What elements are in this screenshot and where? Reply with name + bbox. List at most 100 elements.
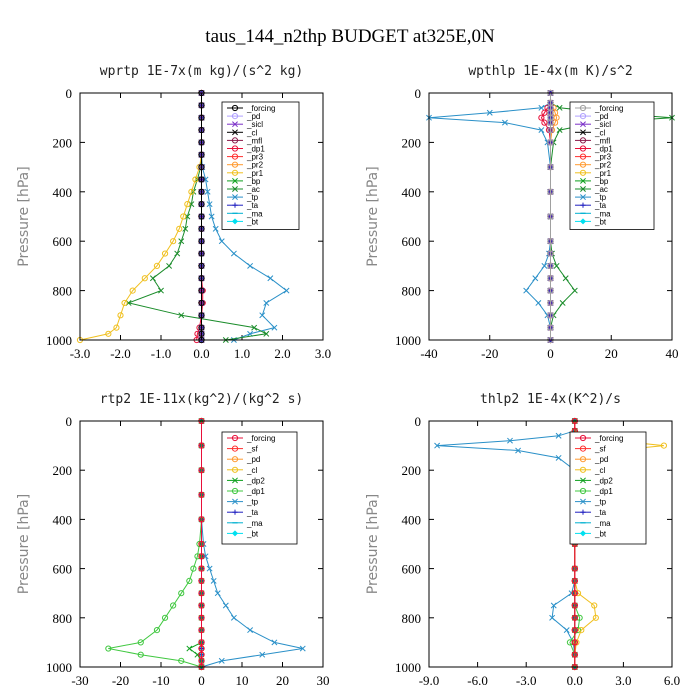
legend-label: _sicl — [594, 120, 611, 129]
legend-marker — [231, 456, 239, 463]
data-point-dp1 — [190, 565, 197, 572]
data-point-cl — [578, 627, 585, 634]
legend-label: _tp — [246, 193, 259, 202]
data-point-forcing — [547, 164, 554, 171]
data-point-tp — [541, 262, 548, 269]
y-tick-label: 200 — [53, 463, 73, 478]
x-tick-label: 2.0 — [274, 346, 290, 361]
data-point-forcing — [571, 590, 578, 597]
data-point-forcing — [198, 126, 205, 134]
data-point-forcing — [198, 614, 205, 621]
data-point-tp — [532, 275, 539, 282]
data-point-forcing — [198, 639, 205, 646]
x-tick-label: 20 — [276, 673, 289, 688]
data-point-pr1 — [184, 201, 191, 208]
legend-marker — [580, 509, 586, 515]
legend-marker — [579, 434, 587, 442]
data-point-ac — [174, 250, 181, 257]
x-tick-label: -3.0 — [70, 346, 91, 361]
data-point-tp — [230, 250, 237, 257]
data-point-forcing — [547, 238, 554, 245]
legend-marker — [231, 218, 239, 225]
x-tick-label: -6.0 — [467, 673, 488, 688]
legend-marker — [231, 487, 239, 495]
legend: _forcing _sf_pd _cl_dp2 _dp1 _tp_ta _ma_bt — [569, 431, 647, 545]
data-point-tp — [538, 104, 545, 111]
data-point-dp1 — [541, 119, 548, 126]
data-point-tp — [230, 614, 237, 621]
legend-label: _ta — [594, 201, 607, 210]
series-line-dp1 — [108, 421, 202, 668]
legend-label: _dp2 — [594, 476, 613, 485]
data-point-dp1 — [137, 639, 144, 646]
data-point-pr1 — [105, 330, 112, 337]
legend-label: _cl — [246, 466, 257, 475]
data-point-cl — [660, 442, 668, 449]
legend-label: _ma — [594, 209, 611, 218]
y-tick-label: 200 — [402, 463, 422, 478]
data-point-tp — [263, 299, 270, 306]
data-point-forcing — [198, 651, 205, 658]
legend-marker — [231, 137, 239, 144]
data-point-forcing — [198, 102, 205, 109]
y-tick-label: 200 — [402, 135, 422, 150]
data-point-pr1 — [129, 287, 136, 294]
legend-marker — [232, 509, 238, 515]
legend-marker — [580, 186, 586, 192]
y-axis-label: Pressure [hPa] — [16, 166, 32, 266]
data-point-forcing — [547, 126, 554, 134]
plot-frame — [428, 92, 673, 341]
data-point-tp — [434, 442, 441, 449]
legend-marker — [231, 169, 239, 176]
legend-marker — [232, 498, 238, 505]
data-point-tp — [535, 299, 542, 306]
data-point-ac — [556, 104, 563, 111]
legend-marker — [580, 177, 586, 184]
y-tick-label: 200 — [53, 135, 73, 150]
data-point-ac — [251, 324, 258, 331]
legend-label: _dp2 — [246, 476, 265, 485]
data-point-ac — [553, 262, 560, 269]
legend-label: _cl — [594, 466, 605, 475]
data-point-tp — [204, 188, 211, 195]
series-group — [105, 417, 306, 671]
legend-label: _ma — [594, 519, 611, 528]
data-point-forcing — [198, 287, 205, 294]
legend-label: _forcing — [594, 434, 623, 443]
data-point-forcing — [547, 275, 554, 282]
data-point-pr1 — [161, 250, 169, 257]
data-point-forcing — [198, 645, 205, 652]
x-tick-label: -2.0 — [110, 346, 131, 361]
legend-label: _sf — [246, 445, 258, 454]
legend-label: _ta — [594, 508, 607, 517]
y-tick-label: 1000 — [46, 333, 72, 348]
x-tick-label: 0 — [198, 673, 205, 688]
data-point-tp — [283, 287, 290, 294]
legend-marker — [580, 498, 586, 505]
legend-marker — [580, 202, 586, 208]
data-point-tp — [523, 287, 530, 294]
data-point-forcing — [198, 442, 205, 449]
plot-frame — [79, 92, 324, 341]
subplot-title: wprtp 1E-7x(m kg)/(s^2 kg) — [100, 64, 304, 79]
legend-marker — [579, 169, 587, 176]
data-point-tp — [247, 627, 254, 634]
legend-marker — [579, 445, 587, 452]
legend-label: _cl — [246, 128, 257, 137]
data-point-forcing — [198, 225, 205, 232]
y-tick-label: 800 — [402, 611, 422, 626]
legend-marker — [231, 153, 239, 160]
data-point-tp — [259, 651, 266, 658]
legend-label: _bt — [594, 217, 607, 226]
x-tick-label: 10 — [236, 673, 249, 688]
legend-marker — [579, 137, 587, 144]
data-point-forcing — [198, 590, 205, 597]
legend-marker — [579, 466, 587, 473]
data-point-tp — [212, 225, 219, 232]
legend-label: _pr1 — [246, 169, 264, 178]
subplot-title: thlp2 1E-4x(K^2)/s — [480, 392, 621, 407]
legend-marker — [231, 145, 239, 152]
data-point-cl — [591, 602, 598, 609]
legend-label: _bt — [246, 217, 259, 226]
